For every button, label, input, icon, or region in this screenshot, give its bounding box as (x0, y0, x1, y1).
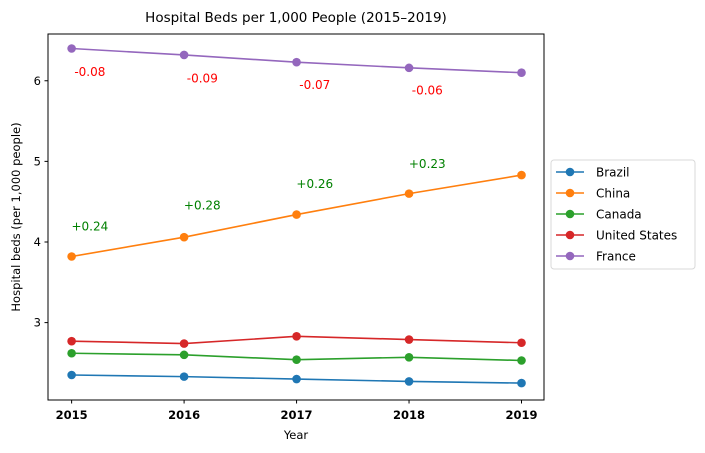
legend: Brazil China Canada United States France (550, 159, 696, 270)
series-united-states (67, 332, 526, 348)
y-tick-label: 3 (34, 316, 41, 330)
change-annotation: +0.24 (71, 220, 108, 234)
y-tick-label: 6 (34, 74, 41, 88)
x-tick-label: 2018 (393, 408, 425, 422)
y-axis-label: Hospital beds (per 1,000 people) (9, 122, 23, 311)
legend-item: France (556, 250, 636, 264)
data-point (179, 232, 189, 242)
x-axis-label: Year (283, 428, 309, 442)
change-annotation: -0.09 (187, 72, 218, 86)
data-point (179, 350, 189, 360)
data-point (67, 252, 76, 261)
data-point (292, 355, 301, 364)
legend-item: Brazil (556, 166, 630, 180)
legend-label: Canada (596, 208, 642, 222)
series-canada (67, 348, 526, 365)
y-axis: 3 4 5 6 (34, 74, 48, 330)
data-point (517, 378, 526, 388)
change-annotation: +0.26 (296, 177, 333, 191)
data-point (292, 332, 301, 341)
legend-item: China (556, 187, 630, 201)
data-point (67, 370, 76, 380)
x-axis: 2015 2016 2017 2018 2019 (56, 400, 538, 422)
series-china (67, 170, 526, 261)
data-point (404, 63, 414, 73)
data-point (517, 68, 526, 77)
legend-box (550, 159, 696, 270)
data-point (292, 374, 301, 384)
change-annotation: -0.07 (299, 78, 330, 92)
legend-marker (565, 167, 575, 177)
legend-marker (565, 188, 575, 198)
change-annotation: +0.28 (184, 199, 221, 213)
x-tick-label: 2015 (56, 408, 88, 422)
data-point (404, 377, 414, 386)
legend-label: France (596, 250, 636, 264)
x-tick-label: 2017 (281, 408, 313, 422)
data-point (517, 356, 526, 365)
chart-title: Hospital Beds per 1,000 People (2015–201… (145, 10, 447, 26)
data-point (179, 372, 189, 381)
change-annotation: -0.06 (412, 83, 443, 97)
series-brazil (67, 370, 526, 388)
legend-item: Canada (556, 208, 642, 222)
data-point (67, 336, 76, 346)
data-point (404, 335, 414, 344)
legend-marker (565, 209, 575, 219)
data-point (179, 50, 189, 60)
axes-frame (47, 33, 545, 401)
x-tick-label: 2016 (168, 408, 200, 422)
data-point (292, 210, 301, 219)
annotations: +0.24 +0.28 +0.26 +0.23 -0.08 -0.09 -0.07 -0.06 (71, 65, 445, 234)
change-annotation: +0.23 (409, 157, 446, 171)
data-point (517, 338, 526, 348)
legend-label: China (596, 187, 630, 201)
data-point (292, 57, 301, 67)
change-annotation: -0.08 (74, 65, 105, 79)
data-point (404, 189, 414, 198)
series-france (67, 44, 526, 77)
data-point (67, 348, 76, 358)
data-point (67, 44, 76, 53)
legend-item: United States (556, 229, 677, 243)
y-tick-label: 5 (34, 154, 41, 168)
legend-marker (565, 251, 575, 261)
data-point (517, 170, 526, 180)
plot-area (67, 44, 526, 388)
legend-label: Brazil (596, 166, 630, 180)
data-point (404, 352, 414, 362)
y-tick-label: 4 (34, 235, 41, 249)
legend-marker (565, 230, 575, 240)
legend-label: United States (596, 229, 677, 243)
x-tick-label: 2019 (505, 408, 537, 422)
data-point (179, 339, 189, 348)
